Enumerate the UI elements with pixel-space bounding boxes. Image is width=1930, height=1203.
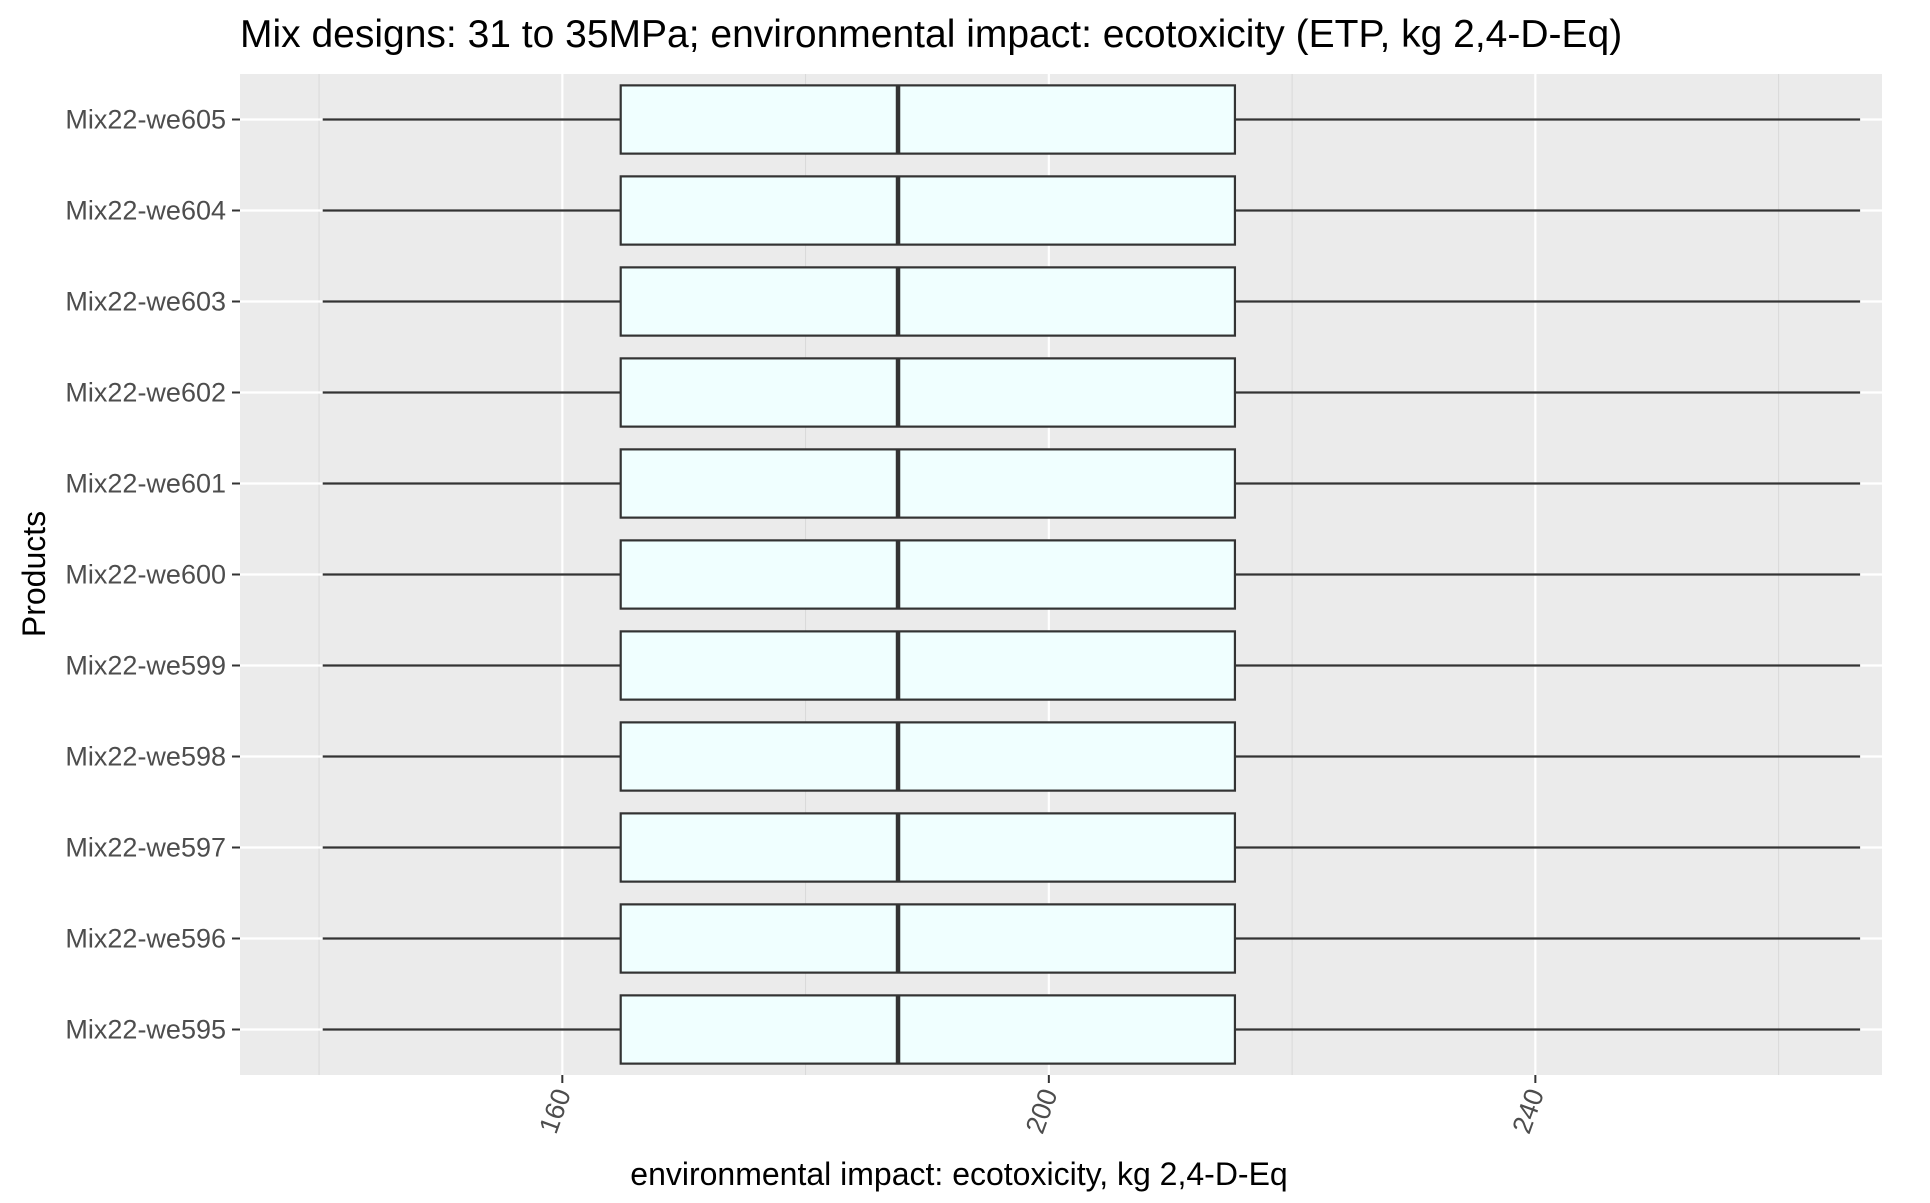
box-iqr [619, 175, 1237, 246]
boxplot-series [322, 84, 1861, 1065]
box-Mix22-we600 [322, 539, 1861, 610]
y-axis: Mix22-we595 Mix22-we596 Mix22-we597 Mix22-w… [65, 105, 240, 1045]
box-iqr [619, 630, 1237, 701]
box-Mix22-we605 [322, 84, 1861, 155]
y-tick-label: Mix22-we597 [65, 833, 226, 863]
y-axis-title: Products [16, 511, 52, 637]
x-axis-title: environmental impact: ecotoxicity, kg 2,… [630, 1156, 1287, 1192]
box-Mix22-we597 [322, 812, 1861, 883]
box-iqr [619, 84, 1237, 155]
chart-title: Mix designs: 31 to 35MPa; environmental … [240, 13, 1622, 56]
box-iqr [619, 539, 1237, 610]
y-tick-label: Mix22-we600 [65, 560, 226, 590]
box-Mix22-we603 [322, 266, 1861, 337]
y-tick-label: Mix22-we596 [65, 924, 226, 954]
y-tick-label: Mix22-we599 [65, 651, 226, 681]
y-tick-label: Mix22-we595 [65, 1015, 226, 1045]
box-Mix22-we598 [322, 721, 1861, 792]
box-iqr [619, 448, 1237, 519]
box-Mix22-we596 [322, 903, 1861, 974]
y-tick-label: Mix22-we602 [65, 378, 226, 408]
box-Mix22-we595 [322, 994, 1861, 1065]
box-Mix22-we599 [322, 630, 1861, 701]
y-tick-label: Mix22-we601 [65, 469, 226, 499]
box-iqr [619, 994, 1237, 1065]
y-tick-label: Mix22-we604 [65, 196, 226, 226]
box-Mix22-we602 [322, 357, 1861, 428]
box-iqr [619, 903, 1237, 974]
box-iqr [619, 812, 1237, 883]
y-tick-label: Mix22-we603 [65, 287, 226, 317]
y-tick-label: Mix22-we605 [65, 105, 226, 135]
box-Mix22-we604 [322, 175, 1861, 246]
box-iqr [619, 357, 1237, 428]
y-tick-label: Mix22-we598 [65, 742, 226, 772]
box-iqr [619, 266, 1237, 337]
box-Mix22-we601 [322, 448, 1861, 519]
box-iqr [619, 721, 1237, 792]
